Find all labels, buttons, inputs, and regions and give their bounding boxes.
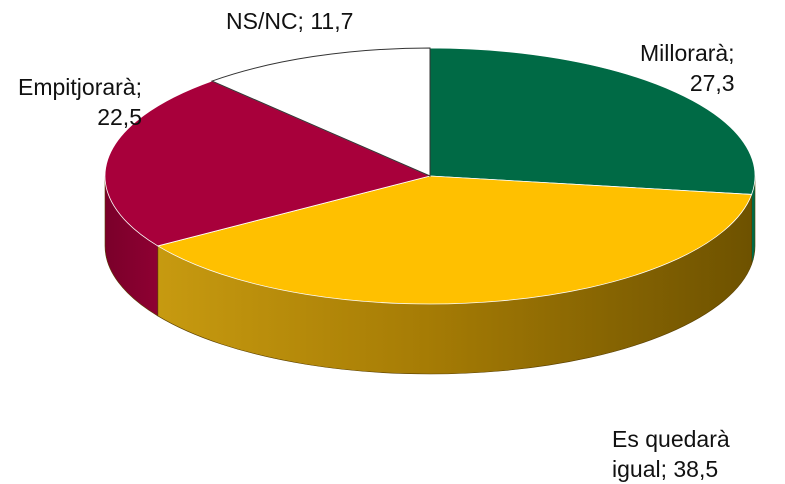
label-empitjorara-value: 22,5 — [97, 104, 142, 130]
label-millorara-value: 27,3 — [689, 70, 735, 96]
label-millorara: Millorarà; 27,3 — [640, 38, 735, 98]
label-empitjorara: Empitjorarà; 22,5 — [18, 72, 142, 132]
pie-slice-empitjorara — [104, 80, 432, 247]
label-igual-line1: Es quedarà — [612, 426, 730, 452]
label-es-quedara-igual: Es quedarà igual; 38,5 — [612, 424, 730, 484]
pie-top-layer — [104, 47, 756, 305]
label-millorara-line1: Millorarà; — [640, 40, 735, 66]
label-nsnc: NS/NC; 11,7 — [226, 6, 353, 36]
pie-slice-nsnc — [210, 47, 431, 177]
label-igual-line2: igual; 38,5 — [612, 456, 719, 482]
pie-slice-millorara — [429, 47, 756, 195]
label-empitjorara-line1: Empitjorarà; — [18, 74, 142, 100]
label-nsnc-line1: NS/NC; 11,7 — [226, 8, 354, 34]
